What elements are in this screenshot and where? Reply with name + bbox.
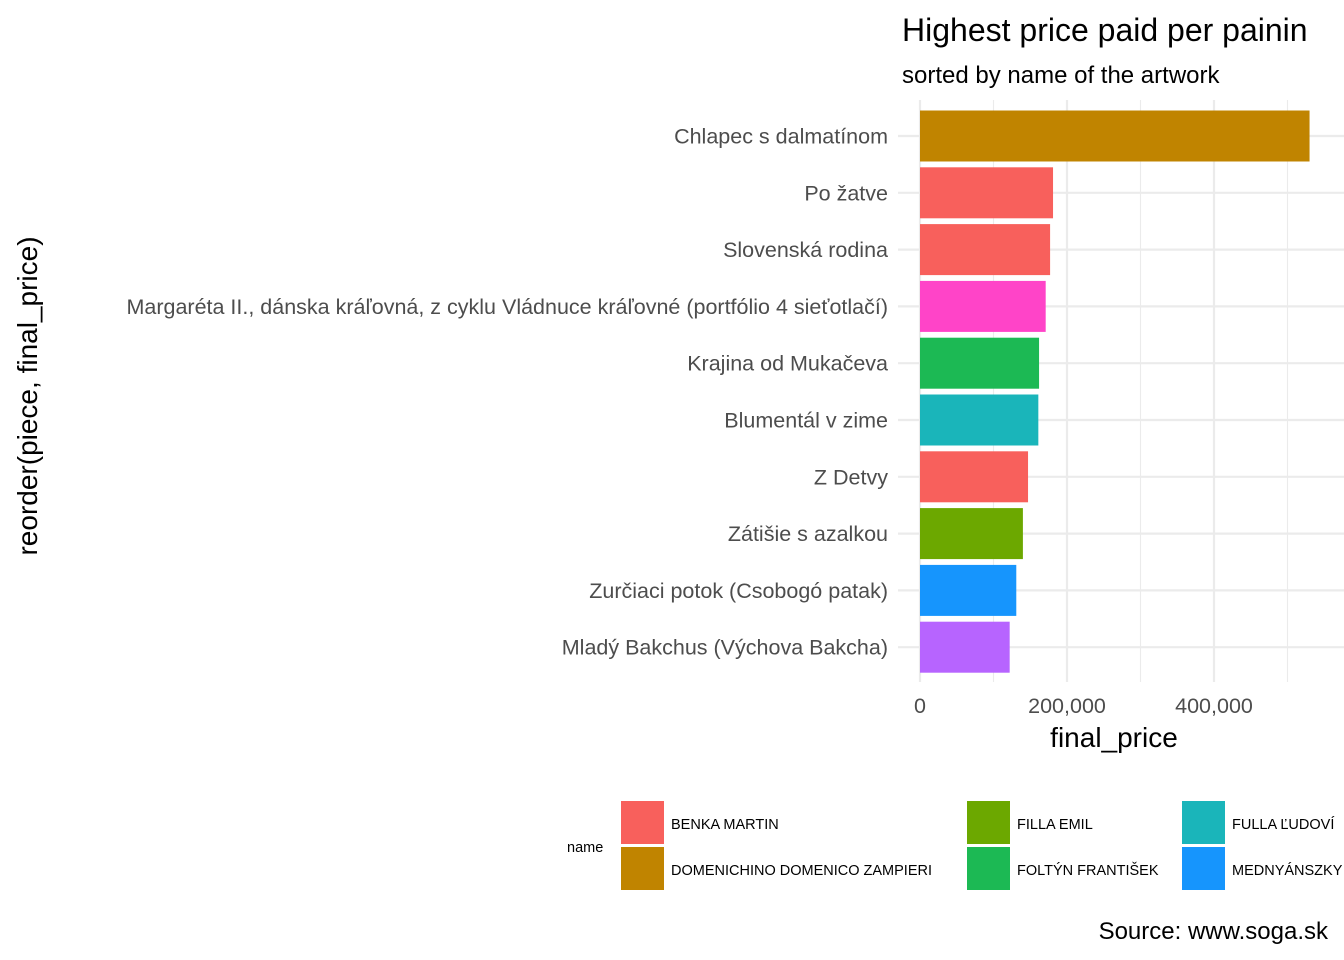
legend-key	[967, 801, 1010, 844]
bars	[920, 110, 1310, 673]
y-axis-title: reorder(piece, final_price)	[12, 236, 43, 555]
category-label: Krajina od Mukačeva	[687, 352, 888, 376]
bar	[920, 337, 1040, 389]
x-tick-labels: 0 200,000 400,000	[914, 694, 1253, 718]
category-label: Zátišie s azalkou	[728, 522, 888, 546]
category-label: Margaréta II., dánska kráľovná, z cyklu …	[126, 295, 888, 319]
bar	[920, 110, 1310, 162]
chart-subtitle: sorted by name of the artwork	[902, 62, 1220, 89]
bar	[920, 280, 1046, 332]
x-tick-label: 200,000	[1028, 694, 1106, 718]
x-tick-label: 0	[914, 694, 926, 718]
category-label: Blumentál v zime	[724, 409, 888, 433]
bar	[920, 224, 1051, 276]
legend-label: FULLA ĽUDOVÍ	[1232, 816, 1334, 833]
bar	[920, 451, 1029, 503]
bar	[920, 394, 1039, 446]
legend-key	[1182, 801, 1225, 844]
x-axis-title: final_price	[1050, 722, 1178, 753]
bar	[920, 621, 1010, 673]
legend-key	[621, 801, 664, 844]
legend-key	[967, 847, 1010, 890]
chart-title: Highest price paid per painin	[902, 12, 1308, 48]
category-label: Chlapec s dalmatínom	[674, 125, 888, 149]
category-label: Mladý Bakchus (Výchova Bakcha)	[562, 636, 888, 660]
legend: BENKA MARTIN DOMENICHINO DOMENICO ZAMPIER…	[621, 801, 1343, 890]
bar	[920, 564, 1017, 616]
legend-key	[1182, 847, 1225, 890]
legend-label: FILLA EMIL	[1017, 817, 1093, 833]
legend-label: MEDNYÁNSZKY	[1232, 862, 1343, 879]
category-label: Z Detvy	[814, 465, 888, 489]
bar	[920, 167, 1054, 219]
bar	[920, 508, 1023, 560]
legend-label: FOLTÝN FRANTIŠEK	[1017, 862, 1159, 879]
x-tick-label: 400,000	[1175, 694, 1253, 718]
category-labels: Chlapec s dalmatínom Po žatve Slovenská ro…	[126, 125, 888, 660]
category-label: Slovenská rodina	[723, 238, 888, 262]
category-label: Zurčiaci potok (Csobogó patak)	[589, 579, 888, 603]
legend-label: DOMENICHINO DOMENICO ZAMPIERI	[671, 863, 932, 879]
category-label: Po žatve	[804, 181, 888, 205]
legend-key	[621, 847, 664, 890]
legend-label: BENKA MARTIN	[671, 817, 779, 833]
caption: Source: www.soga.sk	[1099, 918, 1329, 945]
legend-title: name	[567, 840, 603, 856]
